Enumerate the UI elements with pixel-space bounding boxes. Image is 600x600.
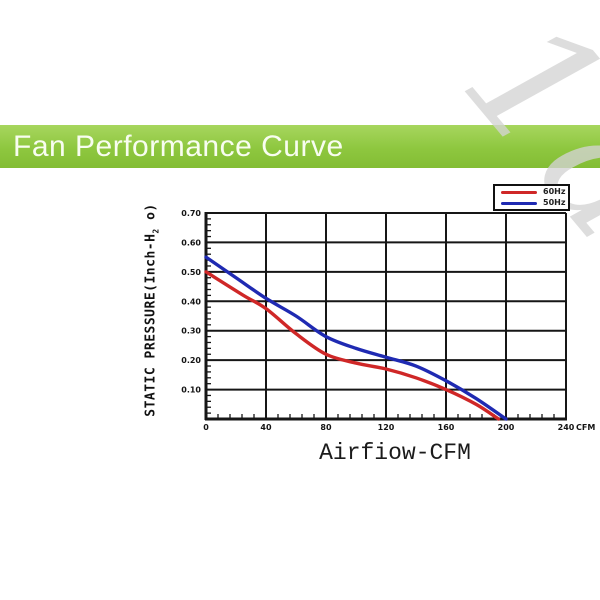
svg-text:200: 200 (498, 423, 515, 432)
legend-item-60hz: 60Hz (501, 188, 565, 197)
svg-text:0.30: 0.30 (181, 327, 201, 336)
svg-text:0: 0 (203, 423, 209, 432)
y-axis-title-subscript: 2 (151, 228, 161, 234)
y-axis-title-text: STATIC PRESSURE(Inch-H (143, 233, 159, 417)
svg-text:0.70: 0.70 (181, 209, 201, 218)
svg-text:0.60: 0.60 (181, 238, 201, 247)
svg-text:40: 40 (260, 423, 272, 432)
svg-text:0.40: 0.40 (181, 297, 201, 306)
y-axis-title-suffix: o) (143, 203, 159, 229)
svg-text:0.20: 0.20 (181, 356, 201, 365)
svg-text:80: 80 (320, 423, 332, 432)
legend-item-50hz: 50Hz (501, 199, 565, 208)
legend-line-50hz-blue (501, 201, 537, 205)
legend-label-50hz: 50Hz (543, 198, 566, 207)
svg-text:120: 120 (378, 423, 395, 432)
chart-legend: 60Hz 50Hz (493, 184, 570, 211)
legend-label-60hz: 60Hz (543, 187, 566, 196)
svg-text:160: 160 (438, 423, 455, 432)
svg-text:0.10: 0.10 (181, 386, 201, 395)
svg-text:CFM: CFM (576, 423, 595, 432)
page-title: Fan Performance Curve (13, 130, 344, 163)
x-axis-title: Airfiow-CFM (319, 440, 471, 466)
y-axis-title: STATIC PRESSURE(Inch-H2 o) (144, 203, 161, 417)
legend-line-60hz-red (501, 190, 537, 194)
svg-text:0.50: 0.50 (181, 268, 201, 277)
svg-text:240: 240 (558, 423, 575, 432)
header-banner: Fan Performance Curve (0, 125, 600, 168)
